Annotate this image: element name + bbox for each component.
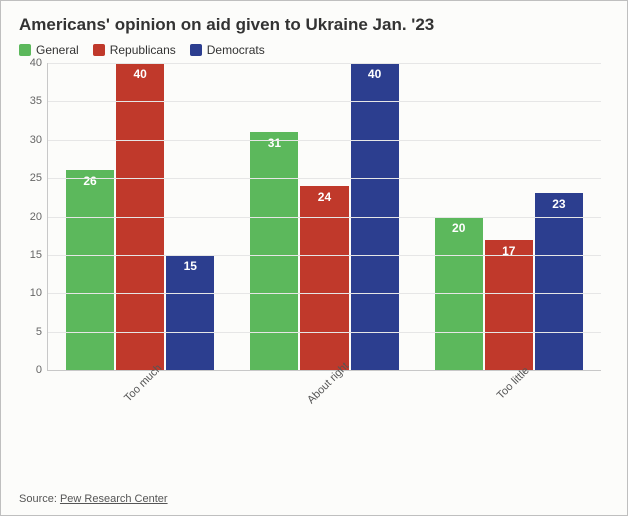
bar: 23: [535, 193, 583, 370]
grid-line: [48, 178, 601, 179]
legend-item-democrats: Democrats: [190, 43, 265, 57]
grid-line: [48, 217, 601, 218]
legend-item-republicans: Republicans: [93, 43, 176, 57]
legend-label-general: General: [36, 43, 79, 57]
bar-value-label: 15: [184, 259, 197, 273]
bar: 26: [66, 170, 114, 370]
chart-frame: Americans' opinion on aid given to Ukrai…: [0, 0, 628, 516]
y-tick-label: 35: [24, 95, 48, 107]
bar-value-label: 23: [552, 197, 565, 211]
bar-value-label: 40: [368, 67, 381, 81]
y-tick-label: 20: [24, 211, 48, 223]
y-tick-label: 5: [24, 326, 48, 338]
plot-area: 264015312440201723 0510152025303540: [47, 63, 601, 371]
x-tick-label: Too little: [494, 365, 531, 402]
y-tick-label: 40: [24, 57, 48, 69]
y-tick-label: 0: [24, 364, 48, 376]
y-tick-label: 15: [24, 249, 48, 261]
source-prefix: Source:: [19, 493, 60, 505]
grid-line: [48, 63, 601, 64]
x-label-cell: About right: [232, 371, 417, 433]
source-line: Source: Pew Research Center: [19, 493, 168, 505]
bar: 17: [485, 240, 533, 370]
source-link[interactable]: Pew Research Center: [60, 493, 168, 505]
grid-line: [48, 293, 601, 294]
y-tick-label: 30: [24, 134, 48, 146]
y-tick-label: 10: [24, 287, 48, 299]
bar: 15: [166, 255, 214, 370]
grid-line: [48, 140, 601, 141]
grid-line: [48, 332, 601, 333]
bar: 24: [300, 186, 348, 370]
legend-swatch-democrats: [190, 44, 202, 56]
x-label-cell: Too little: [416, 371, 601, 433]
legend-swatch-general: [19, 44, 31, 56]
legend: General Republicans Democrats: [19, 43, 609, 57]
y-tick-label: 25: [24, 172, 48, 184]
bar-value-label: 31: [268, 136, 281, 150]
bar-value-label: 26: [83, 174, 96, 188]
grid-line: [48, 101, 601, 102]
chart-title: Americans' opinion on aid given to Ukrai…: [19, 15, 609, 35]
x-axis-labels: Too muchAbout rightToo little: [47, 371, 601, 433]
legend-item-general: General: [19, 43, 79, 57]
legend-swatch-republicans: [93, 44, 105, 56]
chart-area: 264015312440201723 0510152025303540 Too …: [19, 63, 609, 433]
bar-value-label: 40: [133, 67, 146, 81]
legend-label-republicans: Republicans: [110, 43, 176, 57]
legend-label-democrats: Democrats: [207, 43, 265, 57]
bar-value-label: 24: [318, 190, 331, 204]
grid-line: [48, 255, 601, 256]
bar: 31: [250, 132, 298, 370]
x-label-cell: Too much: [47, 371, 232, 433]
bar-value-label: 20: [452, 221, 465, 235]
